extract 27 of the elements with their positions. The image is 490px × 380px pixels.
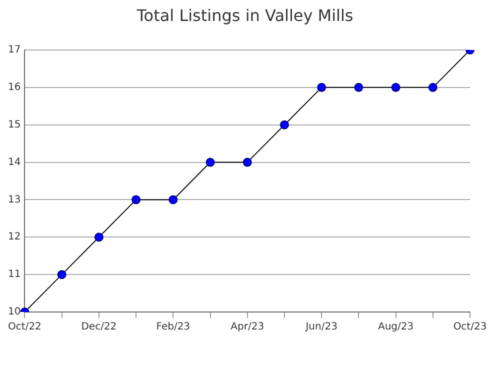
x-tick-label: Jun/23 xyxy=(304,322,338,333)
y-tick-label: 17 xyxy=(8,44,21,56)
x-tick-label: Oct/22 xyxy=(8,322,42,333)
x-tick-label: Feb/23 xyxy=(156,322,190,333)
point xyxy=(57,270,66,280)
x-tick-label: Oct/23 xyxy=(453,322,487,333)
point xyxy=(168,195,178,204)
y-tick-label: 14 xyxy=(8,156,21,168)
point xyxy=(206,158,215,167)
y-tick-label: 13 xyxy=(8,194,21,206)
x-tick-label: Aug/23 xyxy=(378,322,414,333)
x-tick-label: Apr/23 xyxy=(230,322,264,333)
y-tick-label: 15 xyxy=(8,119,21,130)
point xyxy=(428,82,438,92)
y-tick-label: 11 xyxy=(8,269,21,280)
y-tick-label: 10 xyxy=(8,306,21,318)
point xyxy=(132,195,141,204)
chart-title: Total Listings in Valley Mills xyxy=(136,6,354,25)
point xyxy=(94,232,104,242)
x-tick-label: Dec/22 xyxy=(81,322,117,333)
y-tick-label: 12 xyxy=(8,232,21,243)
point xyxy=(242,158,252,167)
y-tick-label: 16 xyxy=(8,82,21,94)
point xyxy=(280,120,289,130)
point xyxy=(317,82,326,92)
point xyxy=(354,82,364,92)
point xyxy=(391,82,400,92)
